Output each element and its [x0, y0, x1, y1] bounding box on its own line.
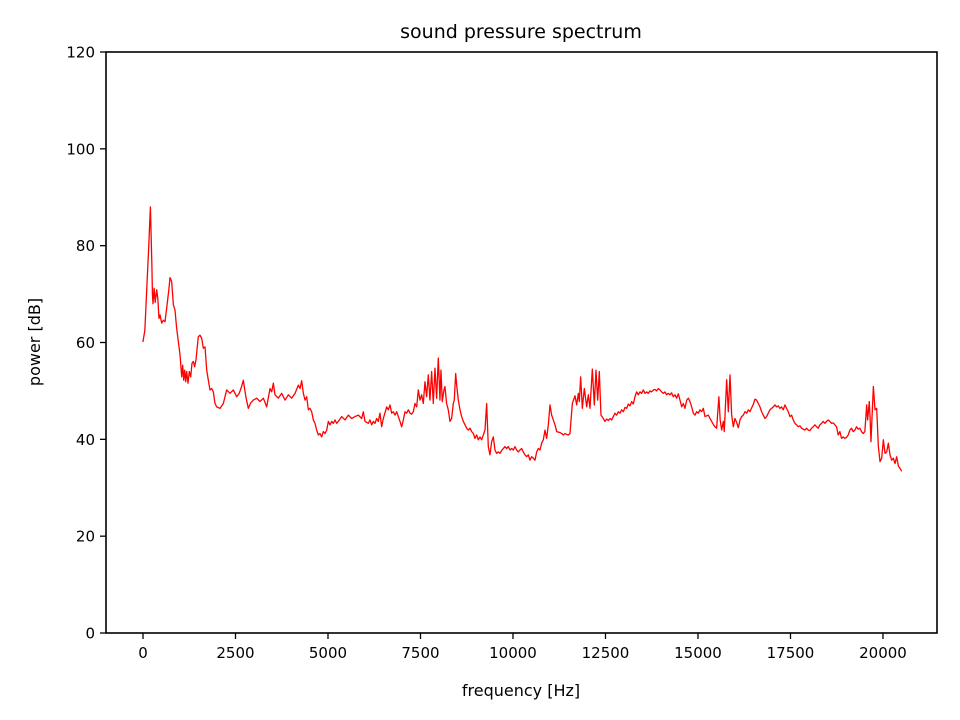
- y-tick-label: 100: [66, 140, 95, 158]
- x-tick-label: 2500: [216, 644, 254, 662]
- y-axis-label: power [dB]: [25, 298, 44, 386]
- y-tick-label: 120: [66, 44, 95, 62]
- y-tick-label: 80: [76, 237, 95, 255]
- x-tick-label: 0: [138, 644, 148, 662]
- x-axis-ticks: 0 2500 5000 7500 10000 12500 15000 17500 20000: [138, 633, 907, 662]
- x-tick-label: 7500: [401, 644, 439, 662]
- y-tick-label: 60: [76, 334, 95, 352]
- y-tick-label: 20: [76, 528, 95, 546]
- x-tick-label: 12500: [582, 644, 630, 662]
- x-tick-label: 17500: [767, 644, 815, 662]
- y-axis-ticks: 0 20 40 60 80 100 120: [66, 44, 106, 643]
- x-tick-label: 20000: [859, 644, 907, 662]
- spectrum-line: [142, 206, 903, 472]
- chart-title: sound pressure spectrum: [400, 21, 642, 43]
- x-axis-label: frequency [Hz]: [462, 681, 580, 700]
- x-tick-label: 10000: [489, 644, 537, 662]
- x-tick-label: 15000: [674, 644, 722, 662]
- y-tick-label: 40: [76, 431, 95, 449]
- x-tick-label: 5000: [309, 644, 347, 662]
- y-tick-label: 0: [85, 625, 95, 643]
- plot-area: [105, 51, 938, 634]
